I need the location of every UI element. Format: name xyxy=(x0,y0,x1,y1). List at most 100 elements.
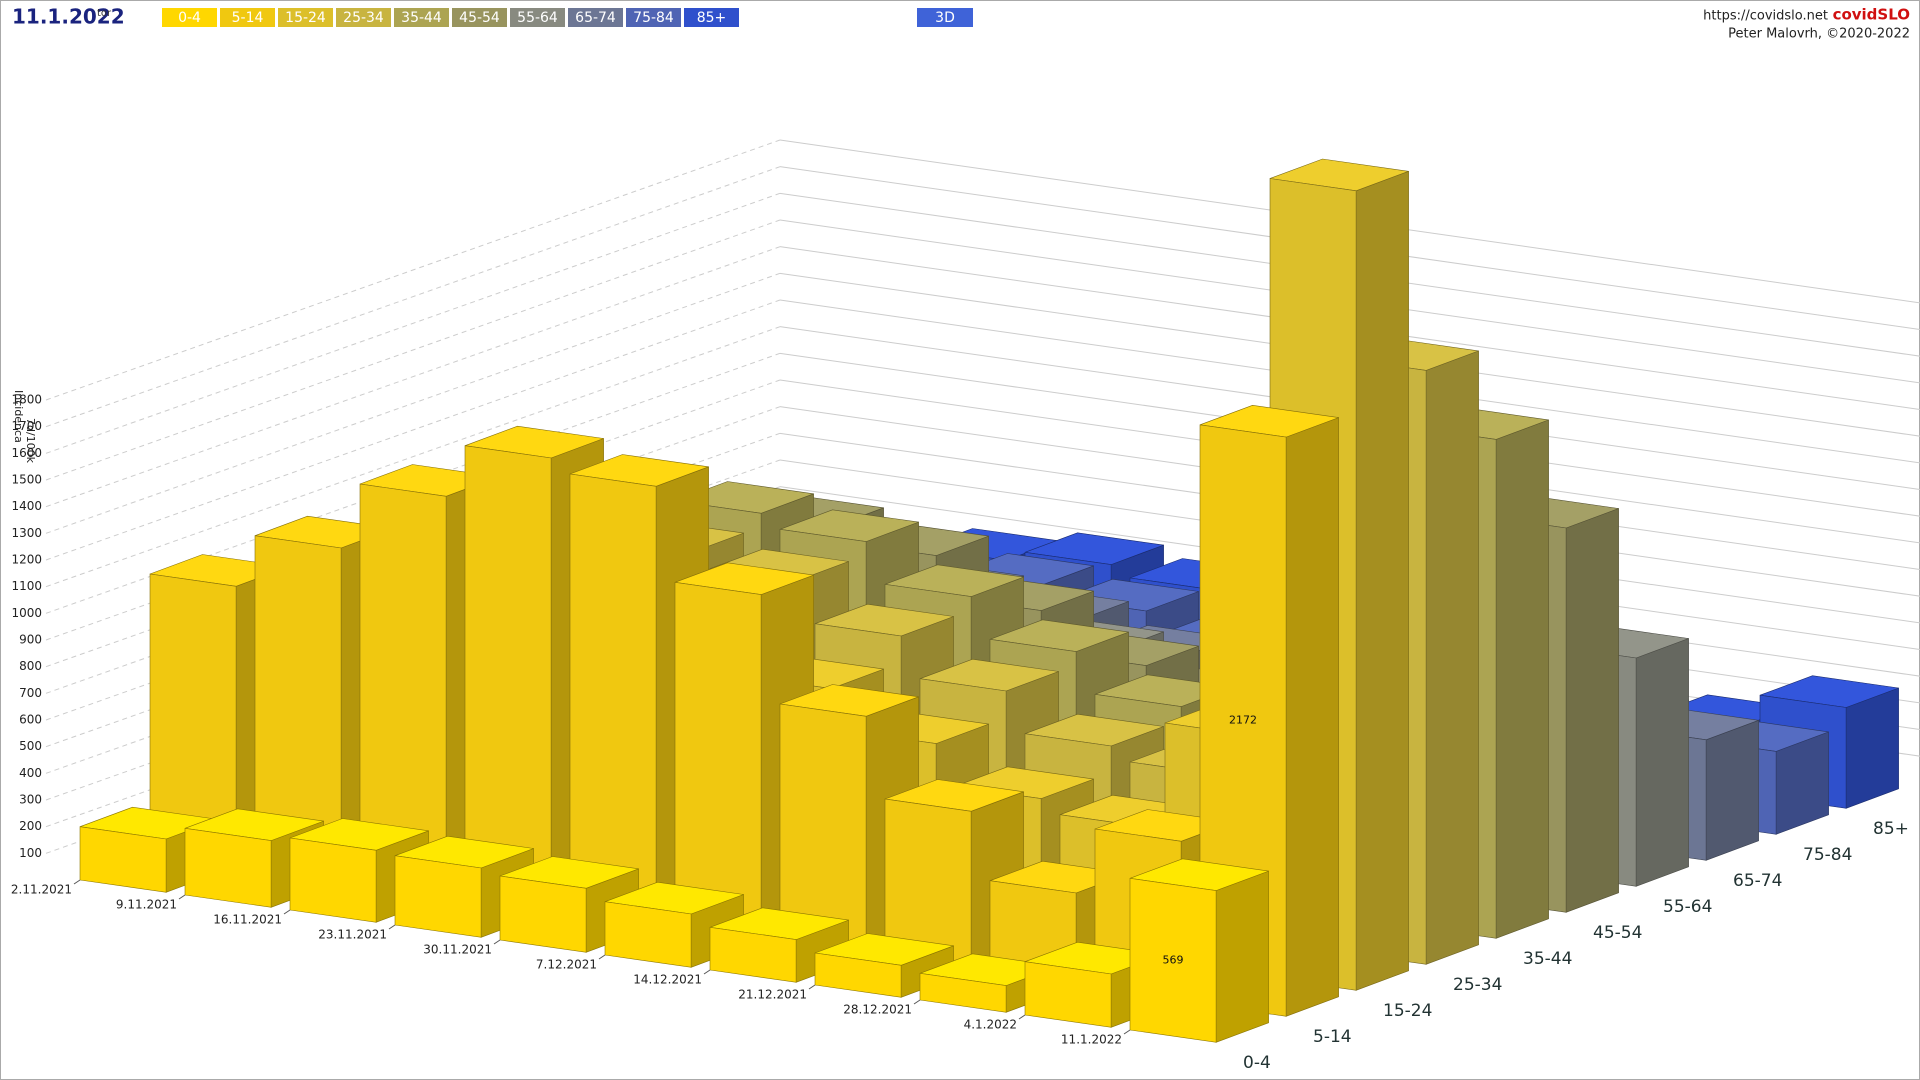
grid-line xyxy=(45,246,781,508)
y-tick-label: 1800 xyxy=(11,393,42,407)
y-tick-label: 100 xyxy=(19,846,42,860)
y-tick-label: 700 xyxy=(19,686,42,700)
legend-label[interactable]: 65-74 xyxy=(575,10,616,26)
bar xyxy=(1199,404,1339,1017)
bar-side xyxy=(1495,419,1549,939)
x-tick xyxy=(1018,1014,1026,1020)
bar-side xyxy=(1425,350,1479,965)
grid-line xyxy=(45,299,781,561)
group-label: 5-14 xyxy=(1313,1027,1352,1047)
y-tick-label: 900 xyxy=(19,633,42,647)
mode-button[interactable]: 3D xyxy=(935,10,955,26)
legend-label[interactable]: 75-84 xyxy=(633,10,674,26)
bar xyxy=(79,806,219,893)
x-tick-label: 11.1.2022 xyxy=(1061,1033,1122,1047)
group-label: 75-84 xyxy=(1803,845,1852,865)
bar-front xyxy=(709,926,797,983)
brand: covidSLO xyxy=(1833,6,1910,24)
y-tick-label: 500 xyxy=(19,739,42,753)
grid-line xyxy=(45,326,781,588)
bar-front xyxy=(289,837,377,923)
bar xyxy=(1129,858,1269,1043)
x-tick-label: 16.11.2021 xyxy=(213,913,282,927)
group-label: 0-4 xyxy=(1243,1053,1271,1073)
x-tick xyxy=(283,909,291,915)
legend-label[interactable]: 0-4 xyxy=(178,10,201,26)
x-tick-label: 21.12.2021 xyxy=(738,988,807,1002)
value-label: 569 xyxy=(1163,953,1184,966)
weekday: tor xyxy=(97,8,112,19)
x-tick xyxy=(493,939,501,945)
legend-swatch[interactable] xyxy=(278,8,333,27)
legend-swatch[interactable] xyxy=(626,8,681,27)
legend-swatch[interactable] xyxy=(220,8,275,27)
mode-button-bg[interactable] xyxy=(917,8,973,27)
x-tick-label: 2.11.2021 xyxy=(11,883,72,897)
bar-front xyxy=(604,901,692,968)
legend-label[interactable]: 25-34 xyxy=(343,10,384,26)
legend-label[interactable]: 45-54 xyxy=(459,10,500,26)
bar-side xyxy=(1635,638,1689,887)
chart-title: 11.1.2022 xyxy=(12,5,125,29)
grid-line xyxy=(45,219,781,481)
bar-side xyxy=(1355,170,1409,991)
legend-label[interactable]: 15-24 xyxy=(285,10,326,26)
legend-swatch[interactable] xyxy=(510,8,565,27)
y-tick-label: 200 xyxy=(19,819,42,833)
legend-swatch[interactable] xyxy=(336,8,391,27)
legend-swatch[interactable] xyxy=(162,8,217,27)
bar-front xyxy=(1129,877,1217,1043)
x-tick xyxy=(388,924,396,930)
x-tick xyxy=(598,954,606,960)
x-tick xyxy=(73,879,81,885)
group-label: 35-44 xyxy=(1523,949,1572,969)
x-tick-label: 23.11.2021 xyxy=(318,928,387,942)
group-label: 65-74 xyxy=(1733,871,1782,891)
site-url: https://covidslo.net xyxy=(1703,9,1828,24)
bar-front xyxy=(499,875,587,953)
x-tick xyxy=(703,969,711,975)
bar-side xyxy=(1845,687,1899,809)
x-tick-label: 14.12.2021 xyxy=(633,973,702,987)
y-tick-label: 1300 xyxy=(11,526,42,540)
bar-side xyxy=(1705,719,1759,861)
legend-swatch[interactable] xyxy=(568,8,623,27)
x-tick xyxy=(808,984,816,990)
bar xyxy=(814,933,954,998)
value-label: 2172 xyxy=(1229,714,1257,727)
legend-swatch[interactable] xyxy=(452,8,507,27)
y-tick-label: 1600 xyxy=(11,446,42,460)
y-axis-label: Incidenca xyxy=(12,390,25,443)
y-tick-label: 300 xyxy=(19,793,42,807)
grid-line xyxy=(45,166,781,428)
group-label: 85+ xyxy=(1873,819,1909,839)
legend-swatch[interactable] xyxy=(394,8,449,27)
legend-label[interactable]: 85+ xyxy=(697,10,727,26)
y-axis-label: 7d/100k xyxy=(24,418,37,464)
y-tick-label: 400 xyxy=(19,766,42,780)
grid-line xyxy=(45,139,781,401)
y-tick-label: 600 xyxy=(19,713,42,727)
grid-line xyxy=(45,272,781,534)
group-label: 15-24 xyxy=(1383,1001,1432,1021)
bar-front xyxy=(394,855,482,938)
x-tick xyxy=(1123,1029,1131,1035)
x-tick-label: 7.12.2021 xyxy=(536,958,597,972)
y-tick-label: 1000 xyxy=(11,606,42,620)
y-tick-label: 800 xyxy=(19,659,42,673)
y-tick-label: 1100 xyxy=(11,579,42,593)
grid-line xyxy=(45,192,781,454)
bar-front xyxy=(919,972,1007,1013)
legend-swatch[interactable] xyxy=(684,8,739,27)
x-tick-label: 28.12.2021 xyxy=(843,1003,912,1017)
legend-label[interactable]: 5-14 xyxy=(232,10,264,26)
bar-side xyxy=(1215,870,1269,1043)
bar-front xyxy=(79,826,167,893)
bar-front xyxy=(184,827,272,908)
bar-side xyxy=(1285,417,1339,1017)
legend-label[interactable]: 55-64 xyxy=(517,10,558,26)
legend-label[interactable]: 35-44 xyxy=(401,10,442,26)
x-tick-label: 30.11.2021 xyxy=(423,943,492,957)
y-tick-label: 1700 xyxy=(11,419,42,433)
